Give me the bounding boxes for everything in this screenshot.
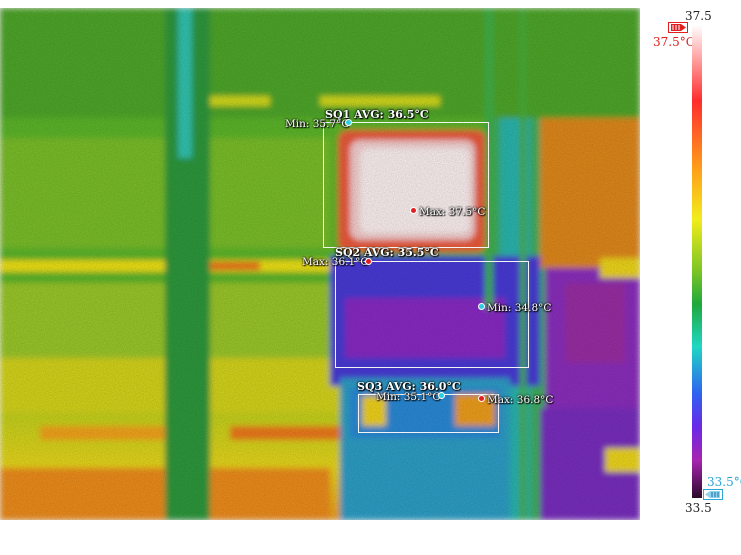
sq3-max-marker — [478, 395, 485, 402]
sq2-avg-label: SQ2 AVG: 35.5°C — [335, 246, 439, 259]
sq3-max-label: Max: 36.8°C — [487, 394, 554, 406]
sq2-max-label: Max: 36.1°C — [302, 256, 369, 268]
sq1-region-box[interactable] — [323, 122, 489, 248]
sq3-region-box[interactable] — [358, 394, 499, 433]
blue-flag-thumb-icon[interactable] — [703, 489, 723, 500]
sq3-min-label: Min: 35.1°C — [376, 391, 441, 403]
sq3-min-marker — [438, 392, 445, 399]
thermal-image — [0, 8, 640, 520]
low-threshold-label: 33.5°C — [707, 475, 741, 489]
sq1-min-label: Min: 35.7°C — [285, 118, 350, 130]
sq2-min-label: Min: 34.8°C — [487, 302, 552, 314]
sq2-min-marker — [478, 303, 485, 310]
scale-min-value: 33.5 — [685, 501, 712, 515]
high-threshold-label: 37.5°C — [653, 35, 695, 49]
sq2-max-marker — [365, 258, 372, 265]
color-scale-bar — [692, 25, 702, 498]
red-flag-thumb-icon[interactable] — [668, 22, 688, 33]
sq2-region-box[interactable] — [335, 261, 529, 368]
sq1-max-label: Max: 37.5°C — [419, 206, 486, 218]
sq1-min-marker — [345, 119, 352, 126]
sq1-max-marker — [410, 207, 417, 214]
sq1-avg-label: SQ1 AVG: 36.5°C — [325, 108, 429, 121]
sq3-avg-label: SQ3 AVG: 36.0°C — [357, 380, 461, 393]
scale-max-value: 37.5 — [685, 9, 712, 23]
